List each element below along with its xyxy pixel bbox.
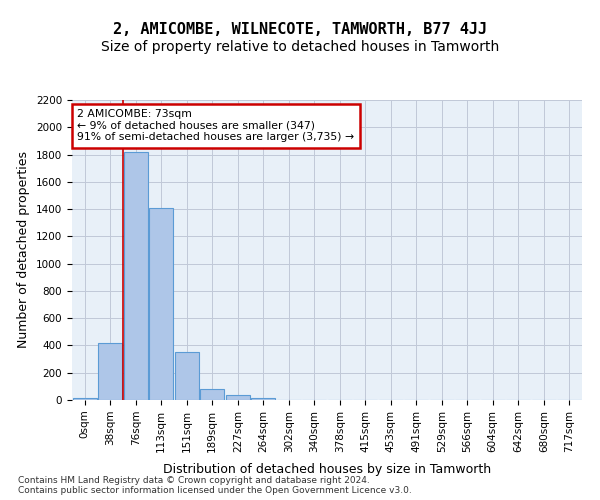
Bar bbox=[200, 389, 224, 400]
Bar bbox=[124, 152, 148, 400]
Bar bbox=[226, 395, 250, 400]
Text: Size of property relative to detached houses in Tamworth: Size of property relative to detached ho… bbox=[101, 40, 499, 54]
Bar bbox=[251, 398, 275, 400]
Bar bbox=[149, 208, 173, 400]
Bar bbox=[73, 398, 97, 400]
Text: Contains HM Land Registry data © Crown copyright and database right 2024.
Contai: Contains HM Land Registry data © Crown c… bbox=[18, 476, 412, 495]
X-axis label: Distribution of detached houses by size in Tamworth: Distribution of detached houses by size … bbox=[163, 463, 491, 476]
Text: 2 AMICOMBE: 73sqm
← 9% of detached houses are smaller (347)
91% of semi-detached: 2 AMICOMBE: 73sqm ← 9% of detached house… bbox=[77, 109, 354, 142]
Bar bbox=[175, 352, 199, 400]
Y-axis label: Number of detached properties: Number of detached properties bbox=[17, 152, 31, 348]
Text: 2, AMICOMBE, WILNECOTE, TAMWORTH, B77 4JJ: 2, AMICOMBE, WILNECOTE, TAMWORTH, B77 4J… bbox=[113, 22, 487, 38]
Bar bbox=[98, 342, 122, 400]
